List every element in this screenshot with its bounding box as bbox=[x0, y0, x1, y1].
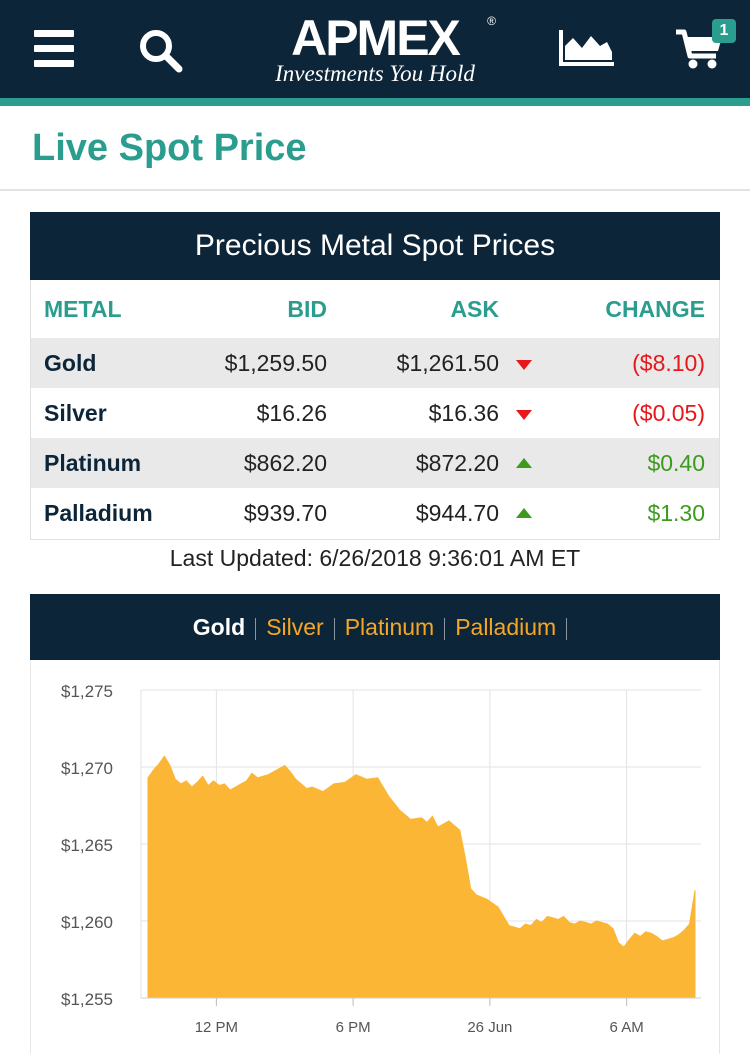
price-change: $1.30 bbox=[647, 500, 705, 526]
tab-separator bbox=[333, 617, 335, 640]
chart-canvas: $1,255 $1,260 $1,265 $1,270 $1,275 12 PM 6 PM 2… bbox=[61, 682, 701, 1036]
column-header-change: CHANGE bbox=[605, 296, 705, 322]
x-tick-label: 6 PM bbox=[336, 1019, 371, 1036]
ask-price: $872.20 bbox=[415, 450, 499, 476]
bid-price: $16.26 bbox=[256, 400, 327, 426]
tab-separator bbox=[255, 617, 257, 640]
bid-price: $1,259.50 bbox=[224, 350, 327, 376]
logo-wordmark: APMEX bbox=[291, 10, 461, 66]
table-row-silver[interactable]: Silver $16.26 $16.36 ($0.05) bbox=[31, 388, 719, 438]
y-tick-label: $1,255 bbox=[61, 990, 113, 1009]
column-header-bid: BID bbox=[287, 296, 327, 322]
cart-count-badge: 1 bbox=[712, 19, 736, 43]
ask-price: $944.70 bbox=[415, 500, 499, 526]
price-change: ($8.10) bbox=[632, 350, 705, 376]
hamburger-menu-icon[interactable] bbox=[34, 30, 74, 68]
x-tick-label: 26 Jun bbox=[467, 1019, 512, 1036]
x-tick-label: 6 AM bbox=[610, 1019, 644, 1036]
y-tick-label: $1,275 bbox=[61, 682, 113, 701]
price-change: $0.40 bbox=[647, 450, 705, 476]
spot-table-heading: Precious Metal Spot Prices bbox=[30, 212, 720, 280]
tab-separator bbox=[444, 617, 446, 640]
metal-name: Gold bbox=[44, 350, 97, 376]
table-row-gold[interactable]: Gold $1,259.50 $1,261.50 ($8.10) bbox=[31, 338, 719, 388]
price-change: ($0.05) bbox=[632, 400, 705, 426]
gold-price-area bbox=[147, 755, 696, 999]
up-arrow-icon bbox=[516, 488, 534, 538]
down-arrow-icon bbox=[516, 388, 534, 438]
ask-price: $16.36 bbox=[428, 400, 499, 426]
bid-price: $862.20 bbox=[243, 450, 327, 476]
header-accent-stripe bbox=[0, 98, 750, 106]
ask-price: $1,261.50 bbox=[396, 350, 499, 376]
up-arrow-icon bbox=[516, 438, 534, 488]
tab-separator bbox=[566, 617, 568, 640]
page-title: Live Spot Price bbox=[32, 127, 307, 169]
apmex-logo[interactable]: APMEX ® Investments You Hold bbox=[240, 12, 510, 92]
table-row-platinum[interactable]: Platinum $862.20 $872.20 $0.40 bbox=[31, 438, 719, 488]
x-tick-label: 12 PM bbox=[195, 1019, 238, 1036]
logo-registered-mark: ® bbox=[487, 14, 496, 28]
search-icon[interactable] bbox=[136, 27, 186, 73]
y-tick-label: $1,265 bbox=[61, 836, 113, 855]
metal-name: Palladium bbox=[44, 500, 153, 526]
logo-tagline: Investments You Hold bbox=[275, 61, 475, 86]
down-arrow-icon bbox=[516, 338, 534, 388]
app-header bbox=[0, 0, 750, 98]
last-updated-text: Last Updated: 6/26/2018 9:36:01 AM ET bbox=[169, 545, 581, 571]
metal-chart-tabs: Gold Silver Platinum Palladium bbox=[30, 594, 720, 660]
table-row-palladium[interactable]: Palladium $939.70 $944.70 $1.30 bbox=[31, 488, 719, 538]
column-header-metal: METAL bbox=[44, 296, 122, 322]
tab-silver[interactable]: Silver bbox=[266, 614, 324, 640]
table-header-row: METAL BID ASK CHANGE bbox=[31, 284, 719, 334]
title-divider bbox=[0, 189, 750, 191]
spot-price-table: Precious Metal Spot Prices METAL BID ASK… bbox=[30, 212, 720, 540]
metal-name: Platinum bbox=[44, 450, 142, 476]
tab-gold[interactable]: Gold bbox=[192, 614, 246, 640]
metal-name: Silver bbox=[44, 400, 107, 426]
bid-price: $939.70 bbox=[243, 500, 327, 526]
y-tick-label: $1,270 bbox=[61, 759, 113, 778]
y-tick-label: $1,260 bbox=[61, 913, 113, 932]
area-chart-icon[interactable] bbox=[558, 28, 616, 68]
gold-price-chart[interactable]: $1,255 $1,260 $1,265 $1,270 $1,275 12 PM 6 PM 2… bbox=[30, 660, 720, 1054]
column-header-ask: ASK bbox=[450, 296, 499, 322]
tab-platinum[interactable]: Platinum bbox=[344, 614, 435, 640]
tab-palladium[interactable]: Palladium bbox=[455, 614, 557, 640]
